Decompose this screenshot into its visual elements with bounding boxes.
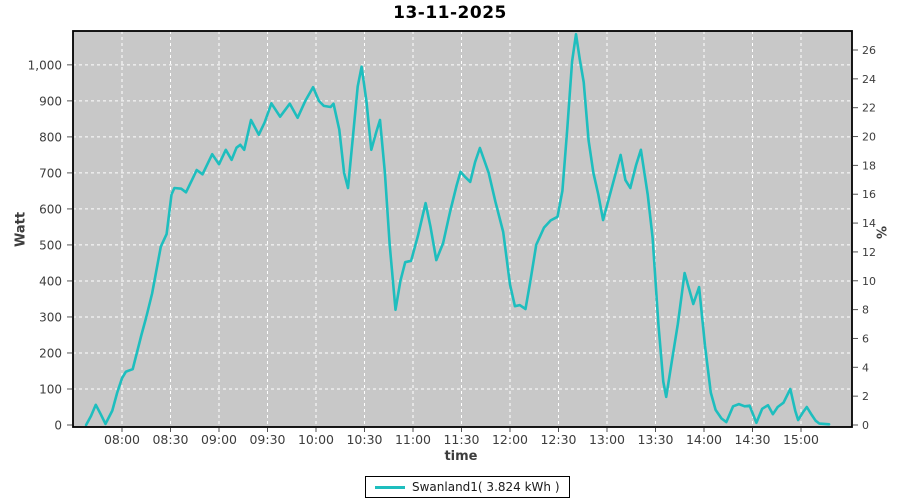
x-tick-label: 13:30 xyxy=(637,432,673,447)
x-tick-label: 11:00 xyxy=(395,432,431,447)
chart-title: 13-11-2025 xyxy=(393,3,507,23)
x-tick-label: 15:00 xyxy=(783,432,819,447)
y-right-tick-label: 0 xyxy=(862,419,869,432)
x-tick-label: 14:30 xyxy=(734,432,770,447)
series-line-swanland1 xyxy=(84,32,831,427)
legend-series-label: Swanland1( 3.824 kWh ) xyxy=(412,480,560,494)
y-axis-title-watt: Watt xyxy=(13,211,29,248)
x-tick-label: 10:00 xyxy=(298,432,334,447)
legend: Swanland1( 3.824 kWh ) xyxy=(365,476,570,498)
x-tick-label: 14:00 xyxy=(686,432,722,447)
y-right-tick-label: 10 xyxy=(862,275,876,288)
x-tick-label: 12:00 xyxy=(492,432,528,447)
y-right-tick-label: 16 xyxy=(862,188,876,201)
y-left-tick-label: 200 xyxy=(39,346,62,360)
x-tick-label: 10:30 xyxy=(346,432,382,447)
plot-border xyxy=(72,30,853,428)
x-tick-label: 12:30 xyxy=(540,432,576,447)
legend-line-swatch xyxy=(375,485,405,489)
y-right-tick-label: 24 xyxy=(862,73,876,86)
y-left-tick-label: 800 xyxy=(39,130,62,144)
y-right-tick-label: 6 xyxy=(862,332,869,345)
y-right-tick-label: 20 xyxy=(862,131,876,144)
y-right-tick-label: 2 xyxy=(862,390,869,403)
y-axis-title-percent: % xyxy=(872,225,888,240)
y-left-tick-label: 300 xyxy=(39,310,62,324)
x-tick-label: 09:00 xyxy=(201,432,237,447)
y-right-tick-label: 8 xyxy=(862,304,869,317)
y-left-tick-label: 1,000 xyxy=(28,58,62,72)
x-tick-label: 09:30 xyxy=(249,432,285,447)
y-left-tick-label: 700 xyxy=(39,166,62,180)
y-left-tick-label: 500 xyxy=(39,238,62,252)
x-tick-label: 11:30 xyxy=(443,432,479,447)
x-axis-title-time: time xyxy=(444,449,478,464)
x-tick-label: 13:00 xyxy=(589,432,625,447)
y-left-tick-label: 600 xyxy=(39,202,62,216)
x-tick-label: 08:30 xyxy=(152,432,188,447)
x-tick-label: 08:00 xyxy=(104,432,140,447)
y-left-tick-label: 100 xyxy=(39,382,62,396)
y-right-tick-label: 18 xyxy=(862,159,876,172)
plot-background xyxy=(73,31,852,427)
y-right-tick-label: 12 xyxy=(862,246,876,259)
y-left-tick-label: 900 xyxy=(39,94,62,108)
y-left-tick-label: 0 xyxy=(54,419,62,433)
y-right-tick-label: 14 xyxy=(862,217,876,230)
y-right-tick-label: 22 xyxy=(862,102,876,115)
y-left-tick-label: 400 xyxy=(39,274,62,288)
y-right-tick-label: 4 xyxy=(862,361,869,374)
y-right-tick-label: 26 xyxy=(862,44,876,57)
